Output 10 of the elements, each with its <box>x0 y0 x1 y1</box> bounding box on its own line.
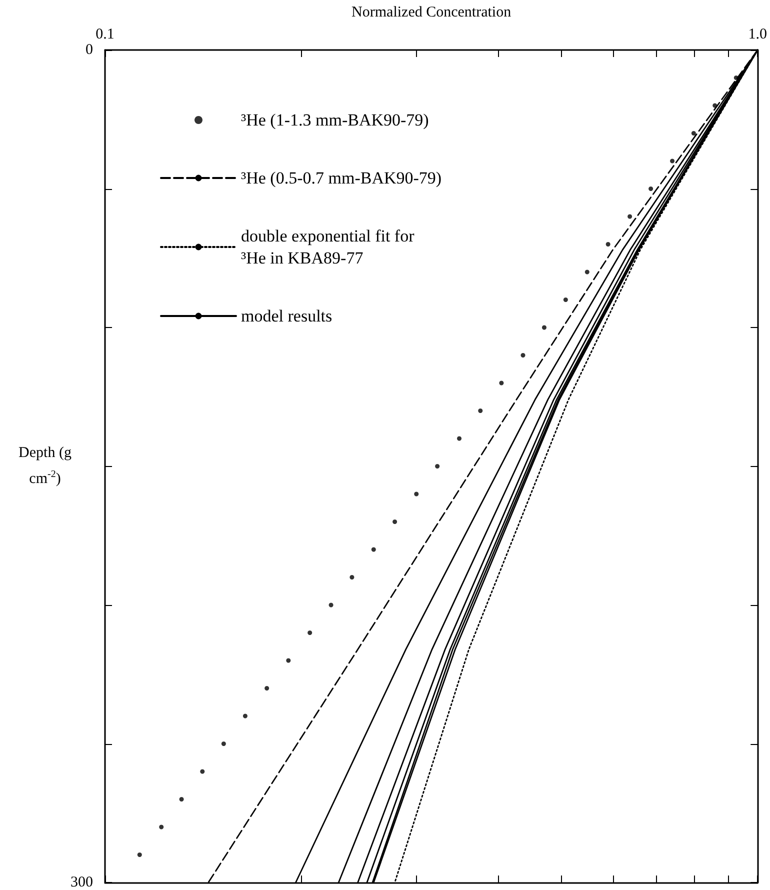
legend-label: ³He (0.5-0.7 mm-BAK90-79) <box>241 168 442 188</box>
x-tick-label: 1.0 <box>748 26 767 42</box>
y-tick-label: 300 <box>70 874 93 890</box>
y-axis-title: Depth (g cm$^{-2}$) <box>18 444 72 489</box>
x-tick-label: 0.1 <box>96 26 114 42</box>
legend-label: ³He (1-1.3 mm-BAK90-79) <box>241 110 429 130</box>
x-axis-title: Normalized Concentration <box>352 4 512 20</box>
legend-label: model results <box>241 306 332 326</box>
legend-label: double exponential fit for ³He in KBA89-77 <box>241 226 415 268</box>
y-tick-label: 0 <box>86 42 93 58</box>
